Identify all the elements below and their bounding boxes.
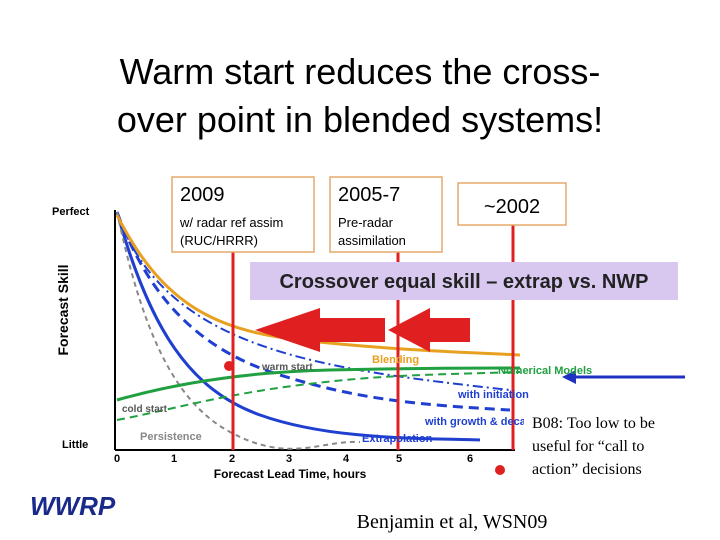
arrowhead <box>562 370 576 384</box>
y-axis-label: Forecast Skill <box>55 264 71 355</box>
x-tick: 0 <box>114 453 120 465</box>
era-box <box>457 182 567 226</box>
diagram: Perfect Little Forecast Skill 0 1 2 3 4 … <box>50 176 705 485</box>
note-line: B08: Too low to be <box>532 415 655 432</box>
cold-start-curve <box>116 371 521 421</box>
curve-label: Extrapolation <box>362 433 433 445</box>
curve-label: cold start <box>122 404 168 415</box>
curve-label: with initiation <box>457 389 529 401</box>
x-tick: 1 <box>171 453 177 465</box>
citation: Benjamin et al, WSN09 <box>357 511 548 533</box>
initiation-curve <box>116 211 511 391</box>
curve-label: Blending <box>372 354 419 366</box>
title-line: Warm start reduces the cross- <box>120 51 601 92</box>
x-tick: 2 <box>229 453 235 465</box>
title-line: over point in blended systems! <box>117 99 603 140</box>
y-top-label: Perfect <box>52 206 90 218</box>
marker <box>495 465 505 475</box>
era-box <box>329 176 443 253</box>
x-axis-label: Forecast Lead Time, hours <box>214 467 367 481</box>
extrapolation-curve <box>115 211 481 442</box>
era-desc: assimilation <box>338 233 406 248</box>
era-year: ~2002 <box>484 196 540 218</box>
nwp-curve <box>116 366 521 402</box>
era-box <box>171 176 315 253</box>
era-year: 2009 <box>180 184 225 206</box>
arrow <box>255 308 385 352</box>
curve-label: with growth & decay <box>424 416 533 428</box>
logo: WWRP <box>30 491 116 521</box>
curve-label: Persistence <box>140 431 202 443</box>
era-year: 2005-7 <box>338 184 400 206</box>
x-tick: 6 <box>467 453 473 465</box>
curve-label: warm start <box>261 362 313 373</box>
note-line: action” decisions <box>532 461 642 478</box>
note-line: useful for “call to <box>532 438 644 455</box>
x-tick: 4 <box>343 453 350 465</box>
arrow <box>388 308 470 352</box>
growth-decay-curve <box>115 211 511 412</box>
curve-label: Numerical Models <box>498 365 592 377</box>
era-desc: (RUC/HRRR) <box>180 233 258 248</box>
y-bottom-label: Little <box>62 439 88 451</box>
marker <box>224 361 234 371</box>
era-desc: w/ radar ref assim <box>179 215 283 230</box>
note-box <box>524 408 705 484</box>
x-tick: 3 <box>286 453 292 465</box>
banner <box>250 262 678 300</box>
era-desc: Pre-radar <box>338 215 394 230</box>
banner-text: Crossover equal skill – extrap vs. NWP <box>279 271 648 293</box>
persistence-curve <box>116 211 361 450</box>
x-tick: 5 <box>396 453 402 465</box>
